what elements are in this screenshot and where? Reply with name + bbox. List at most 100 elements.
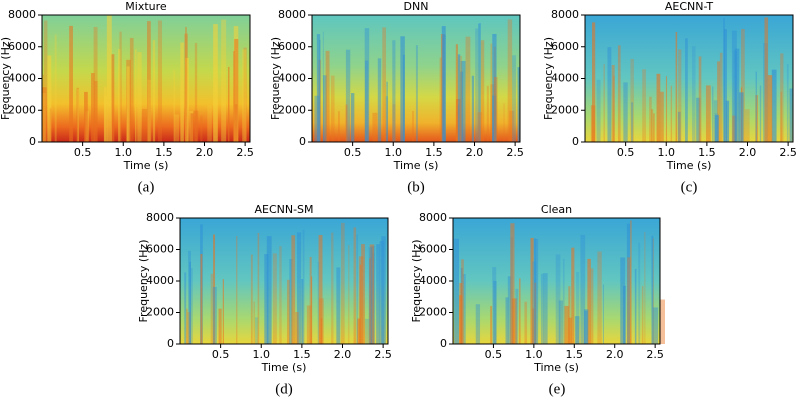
- spectrogram-texture: [732, 115, 737, 142]
- spectrogram-texture: [786, 64, 789, 142]
- spectrogram-texture: [651, 109, 654, 142]
- spectrogram-texture: [698, 56, 702, 143]
- spectrogram-texture: [475, 28, 479, 142]
- x-tick-label: 2.0: [196, 146, 214, 159]
- spectrogram-texture: [376, 244, 380, 344]
- spectrogram-texture: [43, 20, 48, 142]
- spectrogram-texture: [336, 267, 341, 344]
- spectrogram-texture: [713, 100, 718, 142]
- y-tick-label: 4000: [146, 274, 174, 287]
- x-tick-label: 2.0: [466, 146, 484, 159]
- spectrogram-texture: [228, 66, 230, 142]
- subfigure-caption: (b): [407, 179, 425, 195]
- spectrogram-texture: [759, 85, 762, 142]
- spectrogram-texture: [738, 92, 744, 142]
- spectrogram-texture: [221, 19, 227, 142]
- spectrogram-texture: [712, 86, 714, 142]
- spectrogram-texture: [613, 75, 615, 142]
- spectrogram-texture: [392, 40, 396, 143]
- x-axis-label: Time (s): [123, 159, 169, 172]
- spectrogram-texture: [42, 74, 44, 142]
- chart-title: DNN: [404, 0, 429, 13]
- spectrogram-texture: [361, 244, 365, 344]
- spectrogram-texture: [603, 64, 605, 142]
- spectrogram-texture: [356, 234, 358, 344]
- spectrogram-texture: [54, 34, 57, 143]
- y-tick-label: 8000: [419, 211, 447, 224]
- y-tick-label: 2000: [551, 103, 579, 116]
- spectrogram-texture: [180, 42, 184, 142]
- spectrogram-texture: [218, 308, 222, 344]
- spectrogram-texture: [461, 259, 464, 344]
- y-tick-label: 4000: [8, 72, 36, 85]
- spectrogram-texture: [129, 37, 134, 142]
- subfigure-caption: (e): [549, 381, 566, 397]
- spectrogram-background: [585, 15, 793, 142]
- x-tick-label: 1.5: [155, 146, 173, 159]
- spectrogram-texture: [233, 51, 235, 143]
- spectrogram-texture: [627, 257, 631, 344]
- spectrogram-texture: [279, 246, 282, 344]
- chart-title: Mixture: [125, 0, 167, 13]
- spectrogram-texture: [264, 254, 269, 344]
- spectrogram-texture: [210, 273, 214, 344]
- y-tick-label: 6000: [551, 40, 579, 53]
- x-tick-label: 1.0: [385, 146, 403, 159]
- x-tick-label: 2.0: [739, 146, 757, 159]
- spectrogram-texture: [734, 48, 740, 142]
- spectrogram-texture: [493, 280, 497, 344]
- spectrogram-texture: [147, 79, 152, 142]
- y-axis-label: Frequency (Hz): [542, 37, 555, 120]
- spectrogram-texture: [291, 235, 296, 344]
- spectrogram-texture: [462, 274, 466, 344]
- spectrogram-texture: [104, 95, 108, 142]
- spectrogram-texture: [257, 232, 260, 344]
- spectrogram-texture: [714, 113, 719, 142]
- spectrogram-texture: [302, 229, 305, 344]
- spectrogram-texture: [77, 88, 79, 142]
- spectrogram-texture: [118, 49, 121, 143]
- spectrogram-texture: [651, 235, 654, 344]
- spectrogram-texture: [540, 273, 544, 344]
- spectrogram-texture: [185, 26, 187, 143]
- spectrogram-texture: [157, 20, 163, 143]
- spectrogram-texture: [322, 75, 327, 142]
- spectrogram-texture: [789, 88, 793, 142]
- spectrogram-texture: [415, 45, 418, 142]
- spectrogram-texture: [723, 18, 725, 142]
- y-tick-label: 6000: [146, 243, 174, 256]
- y-tick-label: 8000: [278, 8, 306, 21]
- x-axis-label: Time (s): [533, 361, 579, 374]
- spectrogram-texture: [47, 55, 52, 142]
- spectrogram-texture: [460, 60, 466, 142]
- spectrogram-texture: [733, 50, 737, 142]
- y-tick-label: 6000: [8, 40, 36, 53]
- spectrogram-texture: [370, 245, 375, 344]
- spectrogram-texture: [653, 307, 659, 344]
- y-tick-label: 4000: [551, 72, 579, 85]
- spectrogram-texture: [381, 236, 386, 344]
- spectrogram-texture: [266, 236, 272, 344]
- spectrogram-texture: [670, 85, 673, 142]
- spectrogram-texture: [705, 85, 711, 142]
- spectrogram-texture: [93, 26, 98, 143]
- x-tick-label: 0.5: [485, 348, 503, 361]
- spectrogram-texture: [213, 234, 216, 344]
- y-tick-label: 0: [572, 135, 579, 148]
- spectrogram-texture: [584, 310, 588, 344]
- spectrogram-texture: [660, 91, 664, 142]
- spectrogram-texture: [49, 108, 52, 142]
- spectrogram-texture: [309, 256, 312, 344]
- spectrogram-texture: [357, 318, 361, 344]
- spectrogram-texture: [677, 111, 681, 142]
- y-tick-label: 8000: [8, 8, 36, 21]
- spectrogram-texture: [84, 91, 88, 142]
- spectrogram-texture: [607, 47, 612, 142]
- spectrogram-texture: [364, 60, 369, 143]
- spectrogram-texture: [331, 75, 335, 142]
- spectrogram-texture: [631, 102, 634, 142]
- spectrogram-texture: [250, 254, 253, 344]
- spectrogram-texture: [486, 85, 489, 142]
- spectrogram-texture: [370, 252, 375, 344]
- x-tick-label: 1.0: [525, 348, 543, 361]
